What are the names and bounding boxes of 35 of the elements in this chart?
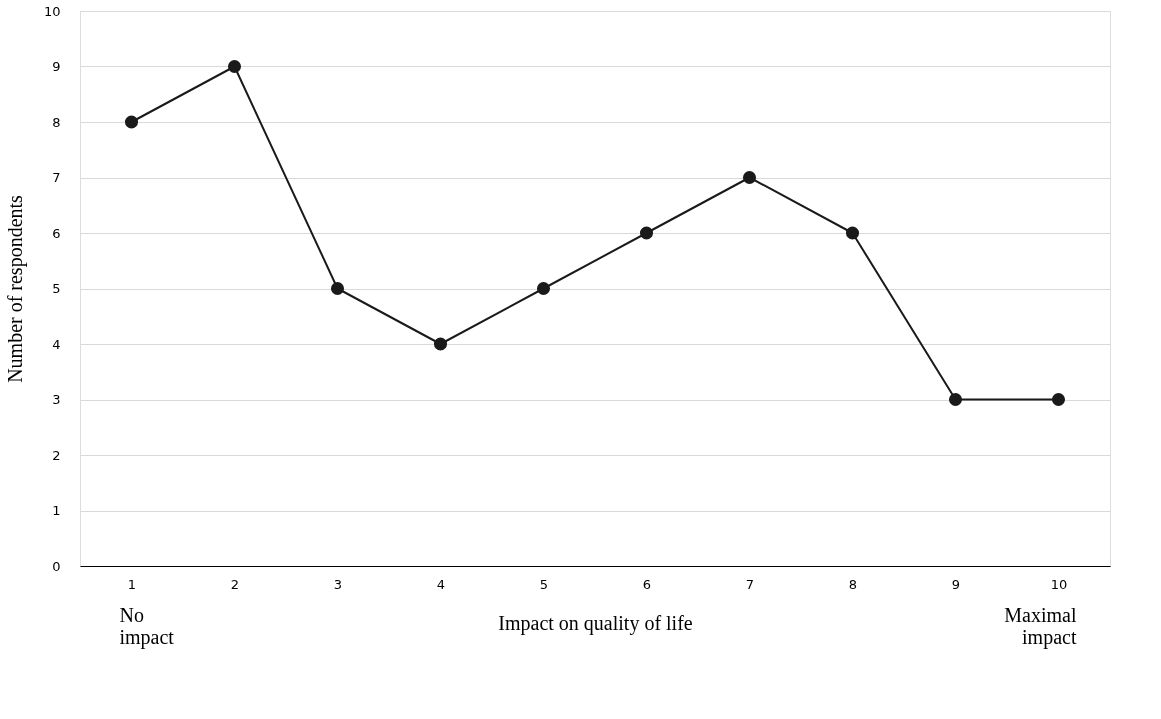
point <box>124 115 139 129</box>
y-tick-label: 2 <box>52 447 61 463</box>
point <box>330 281 345 296</box>
y-tick-label: 8 <box>52 114 61 130</box>
point <box>227 59 242 74</box>
y-tick-label: 3 <box>52 392 61 407</box>
y-tick-label: 5 <box>52 281 61 296</box>
x-tick-label: 9 <box>951 576 961 592</box>
y-tick-label: 4 <box>52 336 61 352</box>
x-tick-label: 3 <box>333 576 343 592</box>
x-tick-label: 5 <box>539 576 549 592</box>
x-tick-label: 10 <box>1050 576 1068 592</box>
x-tick-label: 2 <box>230 576 240 592</box>
point <box>433 337 448 351</box>
point <box>639 226 654 240</box>
point <box>845 226 860 240</box>
y-tick-label: 9 <box>52 59 61 74</box>
text: Maximal impact <box>1004 604 1077 649</box>
x-tick-label: 4 <box>436 576 446 592</box>
x-axis-title: Impact on quality of life <box>498 611 693 635</box>
y-tick-label: 1 <box>52 503 61 518</box>
x-tick-label: 1 <box>127 576 137 592</box>
point <box>536 281 551 296</box>
point <box>948 392 963 407</box>
y-tick-label: 6 <box>52 225 61 241</box>
x-tick-label: 7 <box>745 576 755 592</box>
point <box>1051 392 1066 407</box>
y-tick-label: 10 <box>43 3 61 19</box>
x-tick-label: 8 <box>848 576 858 592</box>
text: No impact <box>119 604 175 649</box>
point <box>742 170 757 185</box>
y-tick-label: 7 <box>52 170 61 185</box>
y-axis-title: Number of respondents <box>3 194 27 383</box>
x-tick-label: 6 <box>642 576 652 592</box>
y-tick-label: 0 <box>52 558 61 574</box>
